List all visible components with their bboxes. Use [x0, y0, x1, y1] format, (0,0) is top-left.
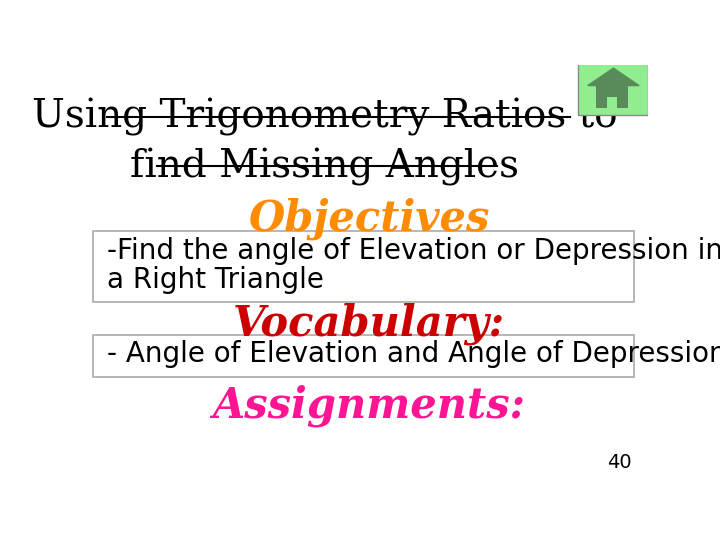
Text: -Find the angle of Elevation or Depression in: -Find the angle of Elevation or Depressi…	[107, 238, 720, 265]
FancyBboxPatch shape	[607, 97, 617, 109]
Text: Assignments:: Assignments:	[212, 385, 526, 428]
Polygon shape	[588, 68, 639, 85]
Text: Objectives: Objectives	[248, 198, 490, 240]
Text: find Missing Angles: find Missing Angles	[130, 148, 519, 186]
Text: Using Trigonometry Ratios to: Using Trigonometry Ratios to	[32, 98, 617, 136]
FancyBboxPatch shape	[595, 85, 628, 109]
FancyBboxPatch shape	[93, 231, 634, 302]
Text: - Angle of Elevation and Angle of Depression: - Angle of Elevation and Angle of Depres…	[107, 340, 720, 368]
Text: a Right Triangle: a Right Triangle	[107, 266, 323, 294]
Text: 40: 40	[607, 453, 631, 472]
Text: Vocabulary:: Vocabulary:	[233, 302, 505, 345]
FancyBboxPatch shape	[578, 63, 648, 114]
FancyBboxPatch shape	[93, 335, 634, 377]
